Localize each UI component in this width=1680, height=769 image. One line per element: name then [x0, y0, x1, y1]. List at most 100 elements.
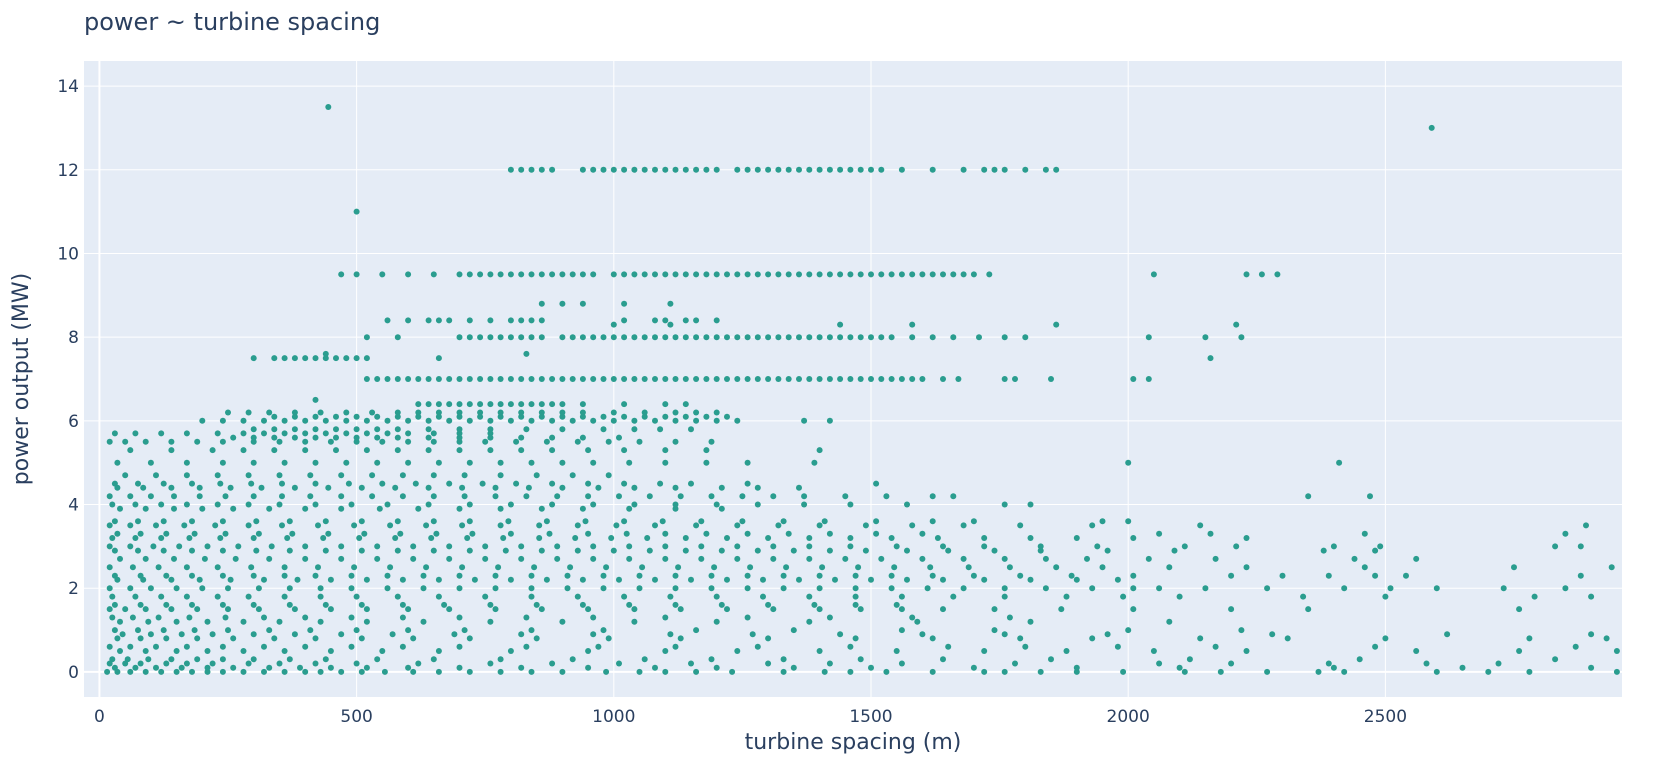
data-point — [703, 530, 710, 537]
data-point — [765, 271, 772, 278]
data-point — [682, 376, 689, 382]
data-point — [585, 447, 592, 454]
data-point — [904, 576, 910, 583]
data-point — [363, 376, 370, 382]
data-point — [888, 376, 895, 382]
data-point — [682, 334, 689, 341]
data-point — [258, 484, 265, 491]
data-point — [1485, 668, 1492, 675]
data-point — [387, 522, 394, 529]
data-point — [528, 401, 535, 408]
data-point — [281, 572, 288, 579]
data-point — [837, 376, 844, 382]
data-point — [240, 648, 247, 654]
data-point — [569, 656, 576, 663]
data-point — [487, 334, 494, 341]
data-point — [708, 656, 715, 663]
data-point — [621, 518, 628, 525]
data-point — [981, 648, 988, 654]
data-point — [199, 585, 206, 592]
data-point — [888, 271, 895, 278]
data-point — [1001, 668, 1008, 675]
data-point — [626, 601, 633, 608]
data-point — [898, 606, 905, 613]
data-point — [333, 447, 339, 454]
data-point — [405, 430, 412, 437]
data-point — [255, 530, 262, 537]
data-point — [1433, 668, 1440, 675]
data-point — [446, 555, 453, 562]
data-point — [549, 480, 556, 487]
data-point — [384, 317, 391, 324]
data-point — [837, 631, 844, 638]
data-point — [523, 350, 530, 357]
data-point — [1361, 564, 1368, 571]
data-point — [163, 601, 170, 608]
data-point — [857, 166, 864, 173]
data-point — [682, 535, 689, 541]
data-point — [399, 472, 406, 479]
data-point — [693, 409, 700, 416]
data-point — [507, 648, 514, 654]
data-point — [132, 430, 139, 437]
data-point — [878, 334, 885, 341]
data-point — [1274, 271, 1281, 278]
data-point — [734, 271, 741, 278]
data-point — [785, 334, 792, 341]
data-point — [590, 555, 597, 562]
data-point — [1017, 572, 1024, 579]
data-point — [579, 434, 586, 441]
data-point — [713, 417, 720, 424]
data-point — [718, 505, 725, 512]
data-point — [631, 271, 638, 278]
data-point — [245, 472, 252, 479]
data-point — [1202, 334, 1209, 341]
data-point — [394, 409, 401, 416]
data-point — [507, 166, 514, 173]
data-point — [405, 438, 412, 445]
data-point — [219, 417, 226, 424]
data-point — [186, 614, 193, 621]
data-point — [227, 576, 234, 583]
data-point — [374, 434, 381, 441]
data-point — [652, 166, 658, 173]
data-point — [266, 627, 273, 634]
data-point — [1320, 547, 1327, 554]
data-point — [703, 376, 710, 382]
data-point — [415, 409, 422, 416]
data-point — [495, 564, 502, 571]
data-point — [163, 660, 170, 667]
data-point — [868, 664, 874, 671]
data-point — [718, 601, 725, 608]
data-point — [1243, 535, 1250, 541]
data-point — [693, 627, 700, 634]
data-point — [626, 555, 633, 562]
data-point — [631, 606, 638, 613]
data-point — [425, 401, 432, 408]
data-point — [739, 493, 746, 500]
data-point — [132, 593, 139, 600]
data-point — [693, 417, 700, 424]
data-point — [579, 576, 586, 583]
data-point — [929, 166, 936, 173]
data-point — [1027, 535, 1034, 541]
data-point — [891, 564, 898, 571]
data-point — [446, 417, 453, 424]
data-point — [1516, 606, 1523, 613]
data-point — [369, 493, 376, 500]
data-point — [1022, 643, 1029, 650]
data-point — [225, 585, 231, 592]
data-point — [852, 585, 859, 592]
data-point — [888, 334, 895, 341]
data-point — [214, 501, 221, 508]
data-point — [250, 459, 257, 466]
data-point — [1413, 648, 1420, 654]
data-point — [909, 334, 916, 341]
data-point — [1531, 593, 1538, 600]
data-point — [1300, 593, 1307, 600]
data-point — [248, 480, 255, 487]
data-point — [168, 606, 175, 613]
data-point — [652, 376, 658, 382]
data-point — [430, 656, 437, 663]
data-point — [394, 426, 401, 433]
